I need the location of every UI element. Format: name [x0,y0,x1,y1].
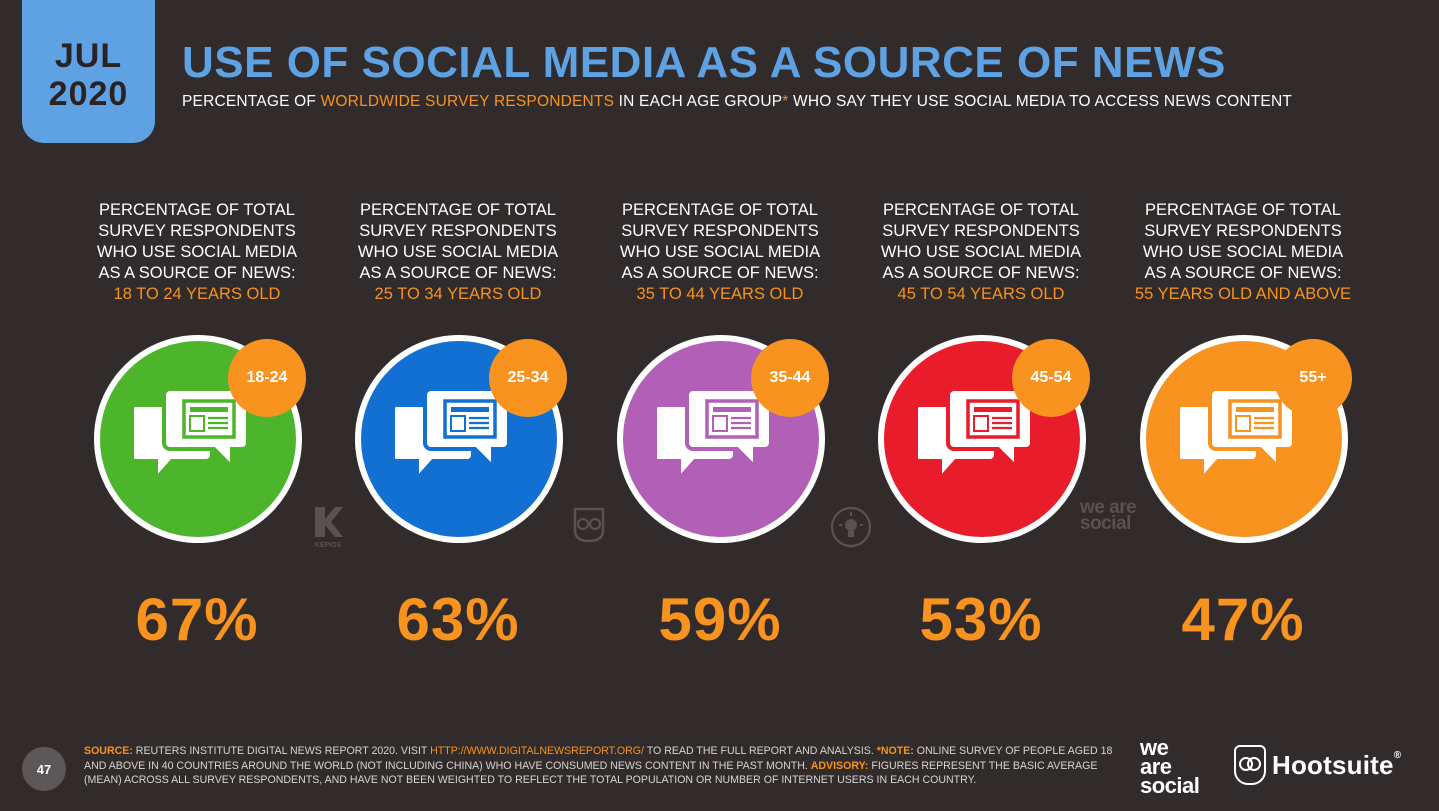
kepios-mark-icon [315,507,343,537]
age-group-circle: 25-34 [355,335,567,543]
subtitle-post: WHO SAY THEY USE SOCIAL MEDIA TO ACCESS … [788,93,1293,110]
column-description: PERCENTAGE OF TOTAL SURVEY RESPONDENTS W… [1118,200,1368,305]
age-badge: 18-24 [228,339,306,417]
note-text: ONLINE SURVEY OF PEOPLE AGED 18 AND ABOV… [84,745,1113,772]
age-group-column: PERCENTAGE OF TOTAL SURVEY RESPONDENTS W… [595,200,845,653]
page-number: 47 [22,747,66,791]
advisory-label: ADVISORY: [810,759,869,772]
age-badge: 45-54 [1012,339,1090,417]
news-chat-icon [134,387,250,485]
news-chat-icon [918,387,1034,485]
age-group-label: 18 TO 24 YEARS OLD [113,285,281,303]
news-chat-icon [1180,387,1296,485]
kepios-logo: KEPIOS [310,505,346,549]
age-group-label: 45 TO 54 YEARS OLD [897,285,1065,303]
hootsuite-owl-icon [1234,745,1266,785]
note-label: *NOTE: [876,745,914,757]
column-description: PERCENTAGE OF TOTAL SURVEY RESPONDENTS W… [595,200,845,305]
we-are-social-logo: we are social [1140,735,1200,798]
news-chat-icon [395,387,511,485]
we-are-social-mini-label: we are social [1080,497,1137,534]
source-label: SOURCE: [84,745,133,757]
column-description: PERCENTAGE OF TOTAL SURVEY RESPONDENTS W… [856,200,1106,305]
kepios-label: KEPIOS [314,542,342,549]
age-group-circle: 55+ [1140,335,1352,543]
column-description-text: PERCENTAGE OF TOTAL SURVEY RESPONDENTS W… [880,201,1082,282]
date-tab: JUL 2020 [22,0,155,143]
news-chat-icon [657,387,773,485]
column-description-text: PERCENTAGE OF TOTAL SURVEY RESPONDENTS W… [1142,201,1344,282]
percentage-value: 47% [1181,586,1305,653]
age-group-column: PERCENTAGE OF TOTAL SURVEY RESPONDENTS W… [856,200,1106,653]
page-subtitle: PERCENTAGE OF WORLDWIDE SURVEY RESPONDEN… [182,93,1292,111]
percentage-value: 63% [396,586,520,653]
percentage-value: 53% [919,586,1043,653]
age-group-label: 35 TO 44 YEARS OLD [636,285,804,303]
column-description-text: PERCENTAGE OF TOTAL SURVEY RESPONDENTS W… [619,201,821,282]
source-text-2: TO READ THE FULL REPORT AND ANALYSIS. [643,745,877,757]
was-logo-line-2: are [1140,754,1172,779]
source-text: REUTERS INSTITUTE DIGITAL NEWS REPORT 20… [132,745,431,757]
hootsuite-mini-logo [572,506,606,546]
source-link[interactable]: HTTP://WWW.DIGITALNEWSREPORT.ORG/ [430,745,644,757]
age-group-circle: 35-44 [617,335,829,543]
column-description: PERCENTAGE OF TOTAL SURVEY RESPONDENTS W… [72,200,322,305]
subtitle-star: * [782,93,789,110]
column-description-text: PERCENTAGE OF TOTAL SURVEY RESPONDENTS W… [357,201,559,282]
subtitle-mid: IN EACH AGE GROUP [614,93,783,110]
column-description-text: PERCENTAGE OF TOTAL SURVEY RESPONDENTS W… [96,201,298,282]
age-badge: 25-34 [489,339,567,417]
page-title: USE OF SOCIAL MEDIA AS A SOURCE OF NEWS [182,38,1226,87]
age-group-label: 55 YEARS OLD AND ABOVE [1134,285,1352,303]
age-group-label: 25 TO 34 YEARS OLD [374,285,542,303]
age-badge: 35-44 [751,339,829,417]
lightbulb-icon [830,506,872,548]
hootsuite-reg: ® [1393,749,1402,761]
percentage-value: 67% [135,586,259,653]
date-month: JUL [54,36,123,75]
hootsuite-wordmark: Hootsuite® [1272,750,1401,781]
age-group-column: PERCENTAGE OF TOTAL SURVEY RESPONDENTS W… [333,200,583,653]
was-logo-line-1: we [1140,735,1169,760]
hootsuite-logo: Hootsuite® [1234,745,1401,785]
age-group-column: PERCENTAGE OF TOTAL SURVEY RESPONDENTS W… [1118,200,1368,653]
age-badge: 55+ [1274,339,1352,417]
lightbulb-mini-logo [830,506,872,550]
hootsuite-name: Hootsuite [1272,749,1394,780]
age-group-circle: 45-54 [878,335,1090,543]
was-logo-line-3: social [1140,773,1200,798]
date-year: 2020 [48,74,129,113]
subtitle-highlight: WORLDWIDE SURVEY RESPONDENTS [320,93,615,110]
age-group-circle: 18-24 [94,335,306,543]
footnote: SOURCE: REUTERS INSTITUTE DIGITAL NEWS R… [84,744,1124,788]
subtitle-pre: PERCENTAGE OF [182,93,321,110]
we-are-social-mini-logo: we are social [1080,497,1150,534]
column-description: PERCENTAGE OF TOTAL SURVEY RESPONDENTS W… [333,200,583,305]
percentage-value: 59% [658,586,782,653]
owl-icon [573,507,605,543]
age-group-column: PERCENTAGE OF TOTAL SURVEY RESPONDENTS W… [72,200,322,653]
advisory-text: FIGURES REPRESENT THE BASIC AVERAGE (MEA… [84,759,1098,787]
